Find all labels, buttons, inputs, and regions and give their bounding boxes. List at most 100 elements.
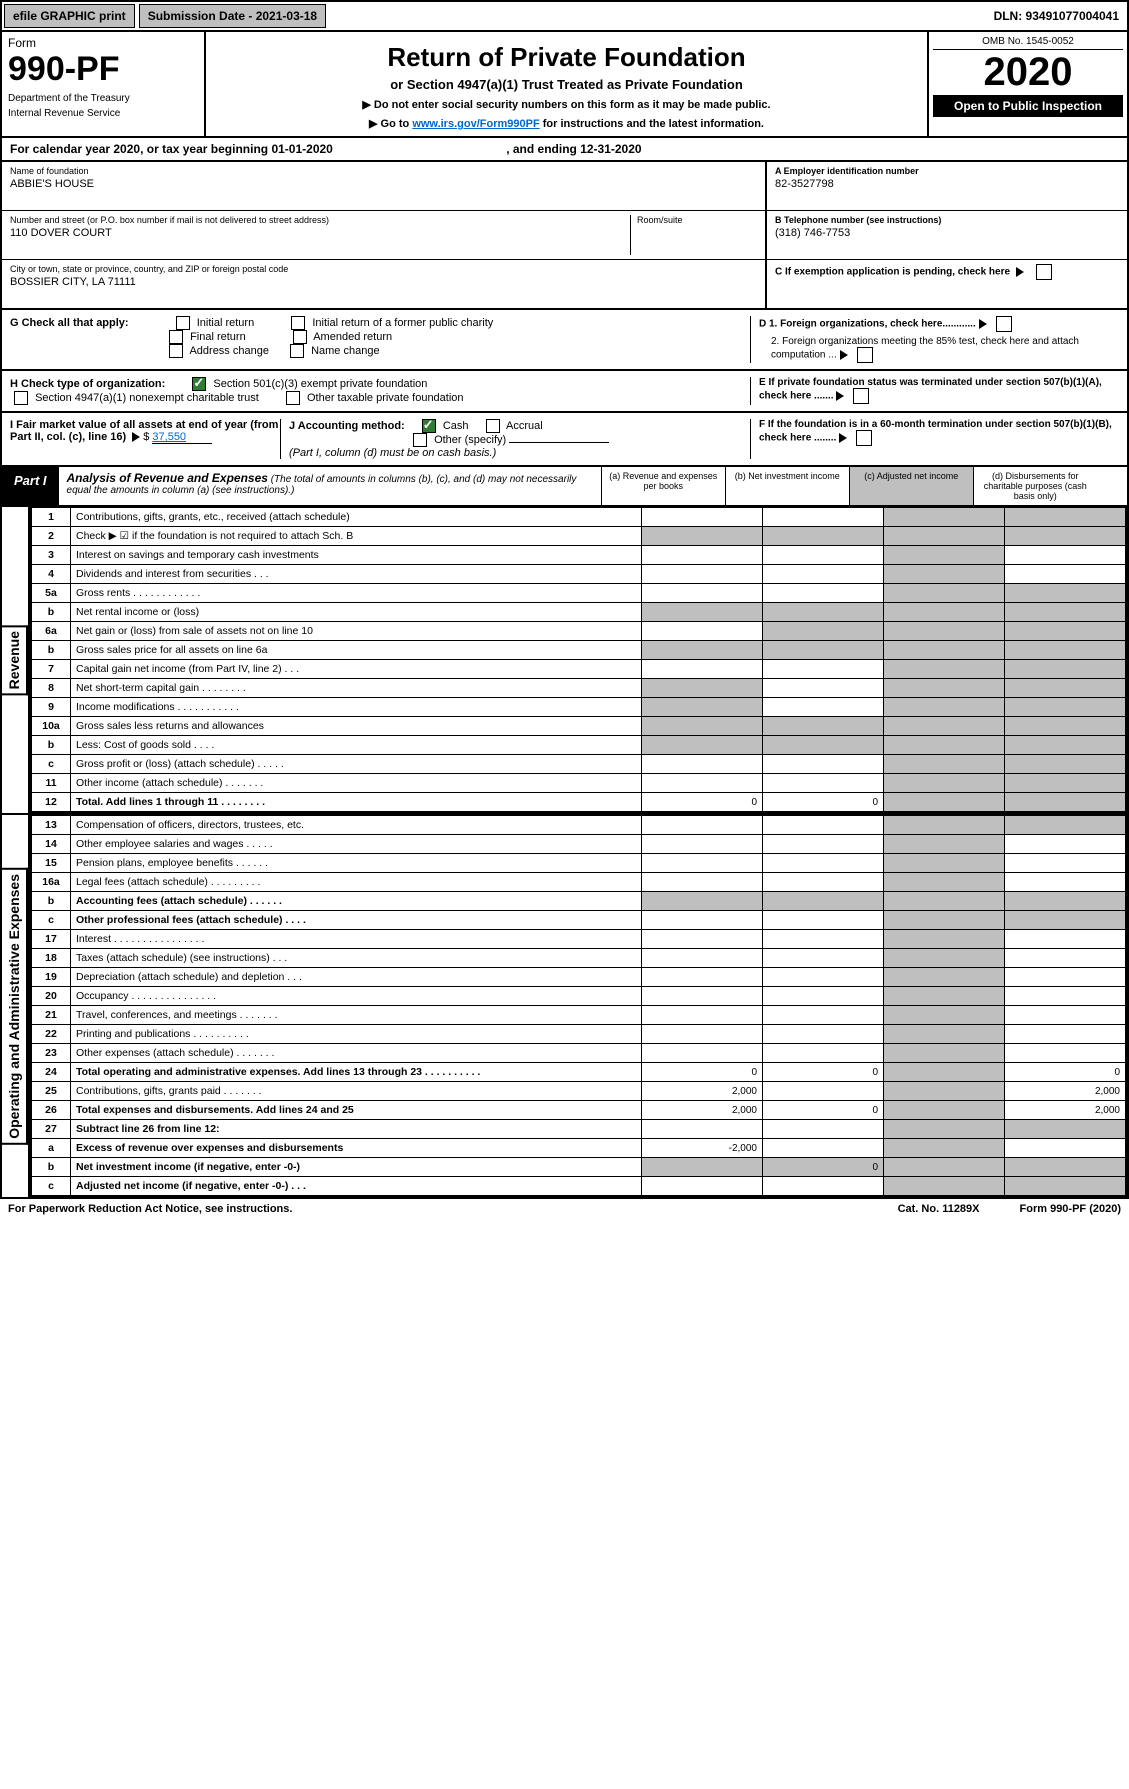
f-label: F If the foundation is in a 60-month ter…	[759, 419, 1112, 444]
revenue-label: Revenue	[2, 625, 28, 695]
table-row: 14Other employee salaries and wages . . …	[31, 835, 1126, 854]
line-number: 6a	[31, 622, 71, 641]
efile-print-button[interactable]: efile GRAPHIC print	[4, 4, 135, 28]
irs-link[interactable]: www.irs.gov/Form990PF	[412, 118, 539, 130]
arrow-icon	[132, 432, 140, 442]
col-a-amount	[642, 1025, 763, 1044]
form-subtitle: or Section 4947(a)(1) Trust Treated as P…	[212, 77, 921, 92]
col-a-amount	[642, 987, 763, 1006]
col-c-amount	[884, 527, 1005, 546]
arrow-icon	[840, 350, 848, 360]
line-description: Excess of revenue over expenses and disb…	[71, 1139, 642, 1158]
col-c-amount	[884, 622, 1005, 641]
table-row: 15Pension plans, employee benefits . . .…	[31, 854, 1126, 873]
col-d-amount	[1005, 1177, 1127, 1197]
page-footer: For Paperwork Reduction Act Notice, see …	[0, 1199, 1129, 1219]
col-c-amount	[884, 698, 1005, 717]
col-a-amount	[642, 1177, 763, 1197]
col-c-amount	[884, 949, 1005, 968]
initial-return-checkbox[interactable]	[176, 316, 190, 330]
col-d-amount	[1005, 508, 1127, 527]
name-label: Name of foundation	[10, 166, 757, 176]
final-return-checkbox[interactable]	[169, 330, 183, 344]
line-description: Other professional fees (attach schedule…	[71, 911, 642, 930]
c-checkbox[interactable]	[1036, 264, 1052, 280]
city-label: City or town, state or province, country…	[10, 264, 757, 274]
city-state-zip: BOSSIER CITY, LA 71111	[10, 276, 757, 288]
table-row: 10aGross sales less returns and allowanc…	[31, 717, 1126, 736]
line-description: Gross sales less returns and allowances	[71, 717, 642, 736]
col-c-amount	[884, 816, 1005, 835]
line-number: b	[31, 1158, 71, 1177]
col-b-amount	[763, 1139, 884, 1158]
501c3-checkbox[interactable]	[192, 377, 206, 391]
arrow-icon	[839, 433, 847, 443]
line-description: Total expenses and disbursements. Add li…	[71, 1101, 642, 1120]
col-c-amount	[884, 641, 1005, 660]
e-checkbox[interactable]	[853, 388, 869, 404]
accrual-checkbox[interactable]	[486, 419, 500, 433]
fmv-value[interactable]: 37,550	[152, 431, 212, 444]
col-c-amount	[884, 1177, 1005, 1197]
initial-former-checkbox[interactable]	[291, 316, 305, 330]
line-description: Subtract line 26 from line 12:	[71, 1120, 642, 1139]
col-b-amount: 0	[763, 793, 884, 813]
d2-checkbox[interactable]	[857, 347, 873, 363]
col-a-amount	[642, 679, 763, 698]
col-b-amount	[763, 949, 884, 968]
line-description: Net investment income (if negative, ente…	[71, 1158, 642, 1177]
line-number: 19	[31, 968, 71, 987]
line-number: 24	[31, 1063, 71, 1082]
d1-checkbox[interactable]	[996, 316, 1012, 332]
address-change-checkbox[interactable]	[169, 344, 183, 358]
form-header: Form 990-PF Department of the Treasury I…	[0, 32, 1129, 138]
col-c-amount	[884, 968, 1005, 987]
line-description: Printing and publications . . . . . . . …	[71, 1025, 642, 1044]
col-c-amount	[884, 1006, 1005, 1025]
table-row: 24Total operating and administrative exp…	[31, 1063, 1126, 1082]
col-c-amount	[884, 755, 1005, 774]
line-description: Net gain or (loss) from sale of assets n…	[71, 622, 642, 641]
name-change-checkbox[interactable]	[290, 344, 304, 358]
top-bar: efile GRAPHIC print Submission Date - 20…	[0, 0, 1129, 32]
col-d-amount	[1005, 1044, 1127, 1063]
col-a-amount	[642, 565, 763, 584]
col-a-amount	[642, 968, 763, 987]
table-row: 12Total. Add lines 1 through 11 . . . . …	[31, 793, 1126, 813]
col-b-amount	[763, 508, 884, 527]
other-taxable-checkbox[interactable]	[286, 391, 300, 405]
col-b-amount	[763, 892, 884, 911]
col-b-amount	[763, 1177, 884, 1197]
table-row: 7Capital gain net income (from Part IV, …	[31, 660, 1126, 679]
goto-note: ▶ Go to www.irs.gov/Form990PF for instru…	[212, 117, 921, 130]
col-a-amount	[642, 527, 763, 546]
amended-return-checkbox[interactable]	[293, 330, 307, 344]
col-b-amount: 0	[763, 1158, 884, 1177]
col-c-amount	[884, 736, 1005, 755]
part1-header: Part I Analysis of Revenue and Expenses …	[0, 467, 1129, 507]
line-number: c	[31, 911, 71, 930]
col-b-amount	[763, 854, 884, 873]
col-a-amount	[642, 854, 763, 873]
arrow-icon	[836, 391, 844, 401]
line-description: Total operating and administrative expen…	[71, 1063, 642, 1082]
col-a-amount	[642, 508, 763, 527]
f-checkbox[interactable]	[856, 430, 872, 446]
line-number: 20	[31, 987, 71, 1006]
line-description: Net rental income or (loss)	[71, 603, 642, 622]
cash-checkbox[interactable]	[422, 419, 436, 433]
col-b-amount	[763, 1025, 884, 1044]
expenses-table: 13Compensation of officers, directors, t…	[30, 815, 1127, 1197]
table-row: 8Net short-term capital gain . . . . . .…	[31, 679, 1126, 698]
form-number: 990-PF	[8, 50, 198, 89]
other-method-checkbox[interactable]	[413, 433, 427, 447]
arrow-icon	[979, 319, 987, 329]
4947a1-checkbox[interactable]	[14, 391, 28, 405]
j-label: J Accounting method:	[289, 420, 405, 432]
form-title: Return of Private Foundation	[212, 42, 921, 73]
g-label: G Check all that apply:	[10, 317, 129, 329]
line-description: Check ▶ ☑ if the foundation is not requi…	[71, 527, 642, 546]
table-row: 6aNet gain or (loss) from sale of assets…	[31, 622, 1126, 641]
col-b-amount	[763, 835, 884, 854]
col-d-amount	[1005, 641, 1127, 660]
